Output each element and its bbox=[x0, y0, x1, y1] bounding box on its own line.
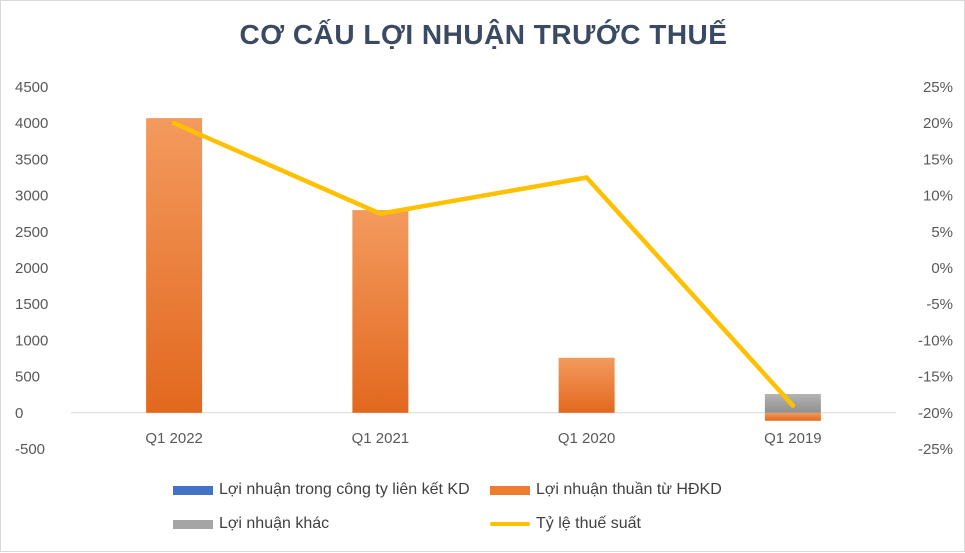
y-right-tick-label: -5% bbox=[926, 296, 953, 313]
legend-item-hdkd: Lợi nhuận thuần từ HĐKD bbox=[490, 481, 722, 499]
legend-item-khac: Lợi nhuận khác bbox=[173, 515, 329, 533]
y-left-tick-label: 4000 bbox=[15, 115, 48, 132]
y-left-tick-label: -500 bbox=[15, 441, 45, 458]
y-left-tick-label: 1500 bbox=[15, 296, 48, 313]
legend-swatch-khac bbox=[173, 519, 213, 529]
y-right-tick-label: 20% bbox=[923, 115, 953, 132]
y-right-tick-label: -20% bbox=[918, 405, 953, 422]
y-right-tick-label: -15% bbox=[918, 369, 953, 386]
chart-title: CƠ CẤU LỢI NHUẬN TRƯỚC THUẾ bbox=[239, 19, 728, 50]
legend-label-thue-suat: Tỷ lệ thuế suất bbox=[536, 515, 641, 532]
legend-swatch-lien-ket bbox=[173, 485, 213, 495]
y-left-tick-label: 3500 bbox=[15, 151, 48, 168]
series-line-thue-suat bbox=[171, 120, 796, 408]
y-left-tick-label: 0 bbox=[15, 405, 23, 422]
y-right-tick-label: -25% bbox=[918, 441, 953, 458]
bar-lợi-nhuận-thuần-từ-hđkd bbox=[764, 412, 821, 421]
y-right-tick-label: 10% bbox=[923, 188, 953, 205]
y-right-tick-label: 5% bbox=[931, 224, 953, 241]
y-left-tick-label: 3000 bbox=[15, 188, 48, 205]
line-point bbox=[171, 121, 177, 126]
x-tick-label: Q1 2022 bbox=[145, 430, 203, 447]
x-tick-label: Q1 2021 bbox=[352, 430, 410, 447]
legend-item-thue-suat: Tỷ lệ thuế suất bbox=[490, 515, 641, 533]
bar-lợi-nhuận-thuần-từ-hđkd bbox=[146, 118, 203, 413]
y-right-tick-label: 25% bbox=[923, 79, 953, 96]
line-point bbox=[378, 211, 383, 216]
line-point bbox=[584, 175, 589, 180]
legend-item-lien-ket: Lợi nhuận trong công ty liên kết KD bbox=[173, 481, 470, 499]
legend-line-thue-suat bbox=[490, 522, 530, 526]
y-left-tick-label: 4500 bbox=[15, 79, 48, 96]
bar-lợi-nhuận-thuần-từ-hđkd bbox=[352, 210, 409, 413]
y-left-tick-label: 2000 bbox=[15, 260, 48, 277]
legend-label-hdkd: Lợi nhuận thuần từ HĐKD bbox=[536, 481, 722, 498]
line-point bbox=[790, 403, 796, 408]
y-left-tick-label: 1000 bbox=[15, 332, 48, 349]
x-tick-label: Q1 2020 bbox=[558, 430, 616, 447]
legend-label-lien-ket: Lợi nhuận trong công ty liên kết KD bbox=[219, 481, 470, 498]
legend-label-khac: Lợi nhuận khác bbox=[219, 515, 330, 532]
y-left-tick-label: 2500 bbox=[15, 224, 48, 241]
y-right-tick-label: -10% bbox=[918, 332, 953, 349]
y-right-tick-label: 0% bbox=[931, 260, 953, 277]
x-tick-label: Q1 2019 bbox=[764, 430, 822, 447]
y-right-tick-label: 15% bbox=[923, 151, 953, 168]
legend-swatch-hdkd bbox=[490, 485, 530, 495]
bar-lợi-nhuận-thuần-từ-hđkd bbox=[558, 357, 615, 413]
y-left-tick-label: 500 bbox=[15, 369, 40, 386]
